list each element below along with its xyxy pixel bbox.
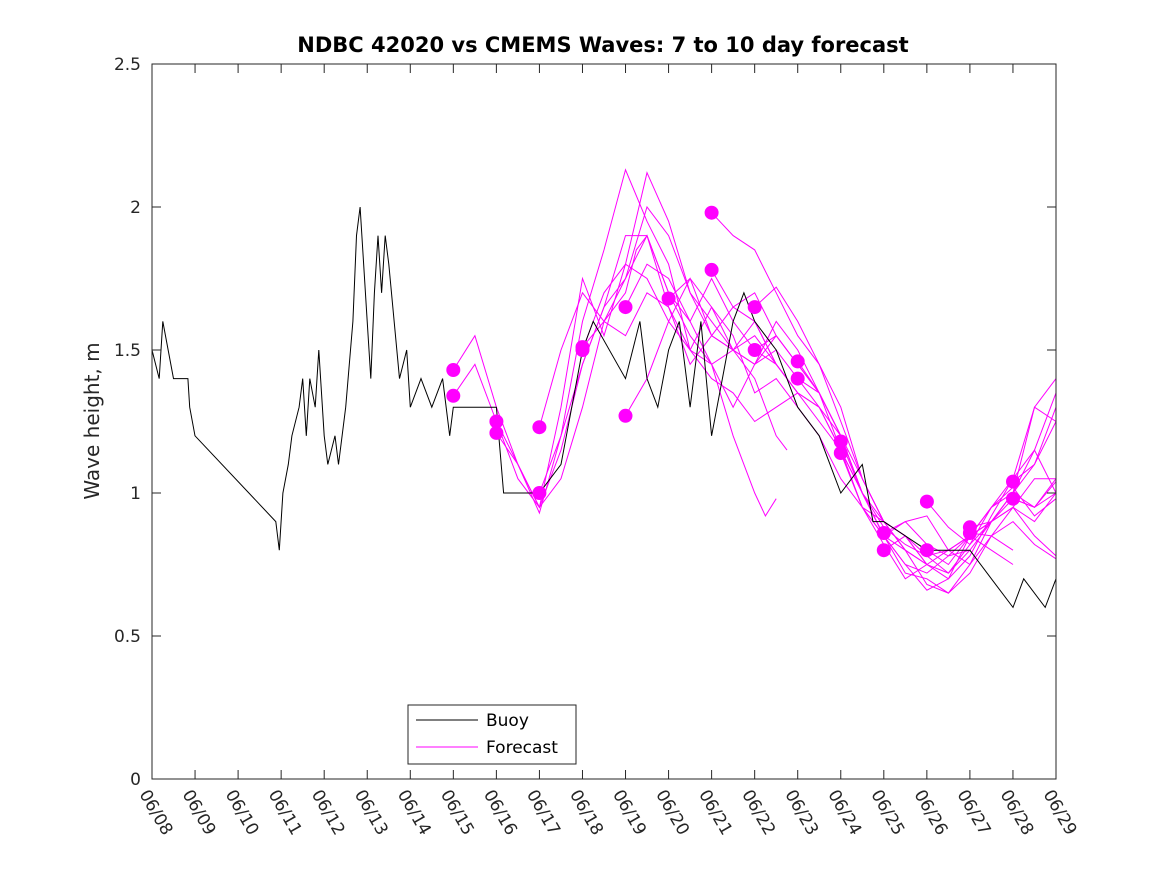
forecast-initial-marker <box>532 486 547 500</box>
forecast-initial-marker <box>446 388 461 403</box>
y-tick-label: 2 <box>130 198 141 218</box>
legend-label-buoy: Buoy <box>486 711 529 731</box>
y-tick-label: 0.5 <box>114 627 141 647</box>
forecast-initial-marker <box>661 291 676 306</box>
plot-background <box>152 64 1056 779</box>
buoy-layer <box>151 206 1057 609</box>
chart-title: NDBC 42020 vs CMEMS Waves: 7 to 10 day f… <box>297 33 908 57</box>
forecast-line <box>1012 481 1057 508</box>
legend-box <box>407 704 577 765</box>
marker-layer <box>446 205 1020 558</box>
forecast-initial-marker <box>833 434 848 449</box>
y-tick-label: 1.5 <box>114 341 141 361</box>
y-tick-label: 0 <box>130 770 141 790</box>
forecast-line <box>452 234 777 509</box>
forecast-line <box>754 335 1057 591</box>
y-axis-label: Wave height, m <box>80 342 104 499</box>
forecast-initial-marker <box>919 543 934 558</box>
forecast-initial-marker <box>704 205 719 220</box>
forecast-initial-marker <box>962 526 977 540</box>
plot-area <box>151 63 1057 780</box>
forecast-line <box>926 486 1057 566</box>
forecast-initial-marker <box>876 526 891 540</box>
forecast-line <box>969 520 1057 560</box>
forecast-initial-marker <box>532 420 547 435</box>
forecast-initial-marker <box>575 343 590 357</box>
forecast-line <box>452 235 777 509</box>
forecast-line <box>1012 407 1057 482</box>
y-tick-label: 2.5 <box>114 55 141 75</box>
forecast-initial-marker <box>919 494 934 509</box>
forecast-initial-marker <box>747 343 762 357</box>
forecast-initial-marker <box>833 446 848 460</box>
y-axis: 0 0.5 1 1.5 2 2.5 <box>114 55 1056 790</box>
forecast-line <box>495 168 798 515</box>
forecast-layer <box>452 168 1057 594</box>
legend: Buoy Forecast <box>407 704 577 765</box>
forecast-initial-marker <box>876 543 891 558</box>
y-tick-label: 1 <box>130 484 141 504</box>
forecast-initial-marker <box>618 300 633 315</box>
buoy-line <box>151 206 1057 609</box>
forecast-initial-marker <box>489 425 504 440</box>
plot-frame <box>151 63 1057 780</box>
legend-label-forecast: Forecast <box>486 738 558 758</box>
forecast-initial-marker <box>489 414 504 429</box>
forecast-initial-marker <box>1006 491 1020 506</box>
forecast-initial-marker <box>790 371 805 386</box>
forecast-initial-marker <box>618 408 633 423</box>
forecast-initial-marker <box>704 262 719 277</box>
forecast-line <box>582 263 885 523</box>
forecast-initial-marker <box>446 363 461 377</box>
forecast-initial-marker <box>790 354 805 369</box>
forecast-initial-marker <box>747 300 762 315</box>
forecast-initial-marker <box>1006 474 1020 489</box>
